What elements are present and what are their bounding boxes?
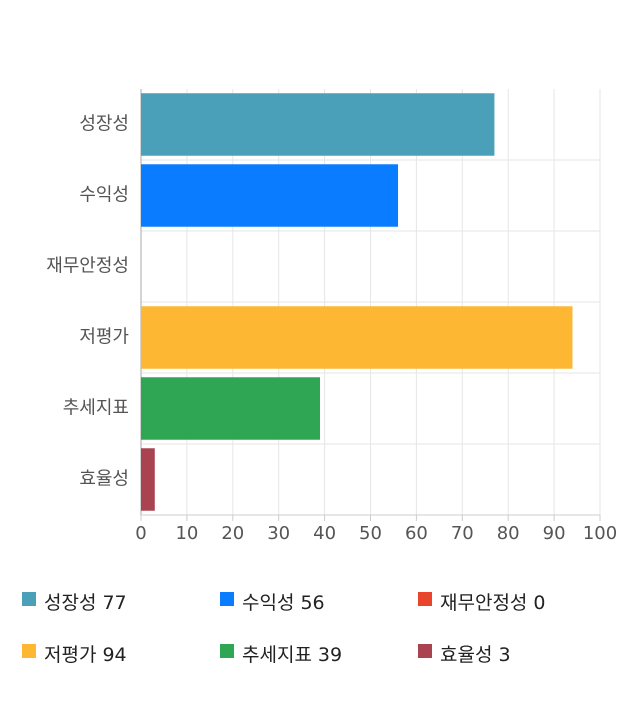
bar	[141, 93, 495, 156]
y-tick-label: 효율성	[79, 469, 129, 490]
legend-swatch	[418, 644, 432, 658]
legend-value: 0	[533, 592, 545, 614]
bar	[141, 377, 321, 440]
legend-value: 94	[102, 644, 126, 666]
legend-swatch	[220, 644, 234, 658]
bar	[141, 164, 399, 227]
x-tick-label: 80	[497, 523, 520, 544]
legend-name: 저평가	[44, 644, 96, 666]
x-tick-label: 0	[135, 523, 146, 544]
legend-swatch	[22, 644, 36, 658]
legend-name: 효율성	[440, 644, 492, 666]
y-tick-label: 수익성	[79, 185, 129, 206]
legend-name: 수익성	[242, 592, 294, 614]
legend-swatch	[418, 592, 432, 606]
legend-swatch	[22, 592, 36, 606]
legend-name: 재무안정성	[440, 592, 527, 614]
x-tick-label: 90	[543, 523, 566, 544]
legend-name: 성장성	[44, 592, 96, 614]
y-tick-label: 성장성	[79, 114, 129, 135]
legend-value: 3	[498, 644, 510, 666]
y-tick-label: 재무안정성	[46, 256, 129, 277]
x-tick-label: 50	[359, 523, 382, 544]
legend-name: 추세지표	[242, 644, 312, 666]
x-tick-label: 60	[405, 523, 428, 544]
y-tick-label: 추세지표	[63, 398, 129, 419]
x-tick-label: 40	[313, 523, 336, 544]
x-tick-label: 100	[583, 523, 617, 544]
x-tick-label: 10	[175, 523, 198, 544]
x-tick-label: 70	[451, 523, 474, 544]
x-tick-label: 20	[221, 523, 244, 544]
legend-label: 성장성 77	[44, 592, 127, 614]
x-tick-label: 30	[267, 523, 290, 544]
legend-label: 추세지표 39	[242, 644, 342, 666]
bar	[141, 448, 155, 511]
legend-value: 77	[102, 592, 126, 614]
legend-swatch	[220, 592, 234, 606]
legend-value: 39	[318, 644, 342, 666]
legend-label: 재무안정성 0	[440, 592, 546, 614]
legend-label: 저평가 94	[44, 644, 127, 666]
legend-value: 56	[300, 592, 324, 614]
legend-label: 효율성 3	[440, 644, 511, 666]
bar	[141, 306, 573, 369]
legend: 성장성 77 수익성 56 재무안정성 0 저평가 94 추세지표 39 효율성 3	[22, 592, 546, 666]
legend-label: 수익성 56	[242, 592, 325, 614]
y-tick-label: 저평가	[79, 327, 129, 348]
